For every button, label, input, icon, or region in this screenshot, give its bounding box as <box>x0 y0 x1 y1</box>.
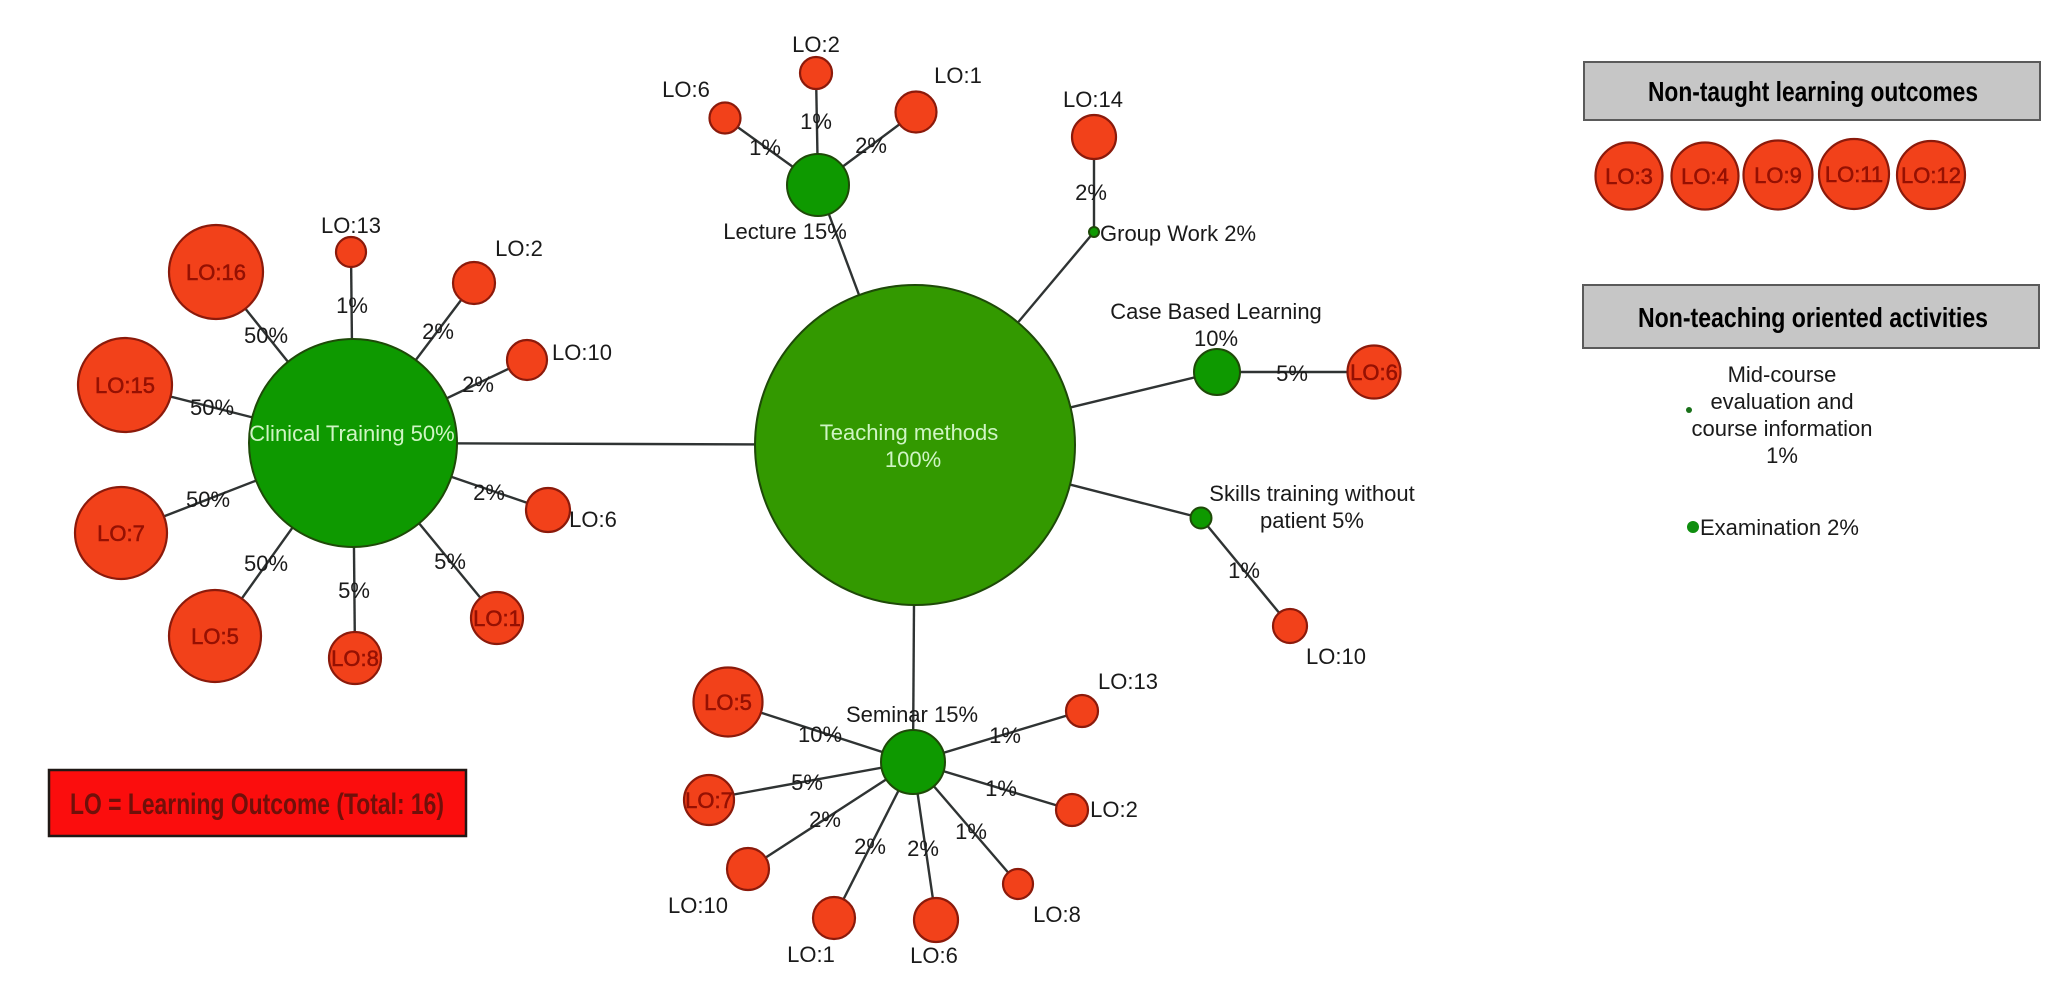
svg-text:5%: 5% <box>338 578 370 603</box>
svg-text:LO:2: LO:2 <box>495 236 543 261</box>
svg-text:LO:7: LO:7 <box>97 521 145 546</box>
svg-text:Case Based Learning: Case Based Learning <box>1110 299 1322 324</box>
svg-text:LO:15: LO:15 <box>95 373 155 398</box>
svg-text:LO:10: LO:10 <box>552 340 612 365</box>
svg-text:1%: 1% <box>985 776 1017 801</box>
svg-text:LO:6: LO:6 <box>1350 360 1398 385</box>
svg-text:LO:14: LO:14 <box>1063 87 1123 112</box>
svg-text:LO:8: LO:8 <box>331 646 379 671</box>
svg-text:LO:6: LO:6 <box>662 77 710 102</box>
svg-text:50%: 50% <box>190 395 234 420</box>
svg-text:LO:5: LO:5 <box>704 690 752 715</box>
svg-text:10%: 10% <box>1194 326 1238 351</box>
svg-text:50%: 50% <box>186 487 230 512</box>
svg-text:LO:4: LO:4 <box>1681 164 1729 189</box>
svg-text:LO:9: LO:9 <box>1754 163 1802 188</box>
svg-text:1%: 1% <box>1766 443 1798 468</box>
svg-text:5%: 5% <box>434 549 466 574</box>
svg-text:Mid-course: Mid-course <box>1728 362 1837 387</box>
svg-text:LO:12: LO:12 <box>1901 163 1961 188</box>
svg-text:50%: 50% <box>244 551 288 576</box>
svg-text:2%: 2% <box>422 319 454 344</box>
svg-text:1%: 1% <box>989 723 1021 748</box>
svg-text:Seminar 15%: Seminar 15% <box>846 702 978 727</box>
svg-text:LO:8: LO:8 <box>1033 902 1081 927</box>
svg-text:LO:13: LO:13 <box>1098 669 1158 694</box>
svg-text:LO:2: LO:2 <box>792 32 840 57</box>
svg-text:Non-taught learning outcomes: Non-taught learning outcomes <box>1648 76 1978 107</box>
svg-text:5%: 5% <box>1276 361 1308 386</box>
svg-text:LO:11: LO:11 <box>1825 162 1883 187</box>
svg-text:Non-teaching oriented activiti: Non-teaching oriented activities <box>1638 302 1988 333</box>
svg-text:50%: 50% <box>244 323 288 348</box>
svg-text:2%: 2% <box>907 836 939 861</box>
svg-text:1%: 1% <box>955 819 987 844</box>
svg-text:LO:16: LO:16 <box>186 260 246 285</box>
svg-text:Group Work 2%: Group Work 2% <box>1100 221 1256 246</box>
svg-text:course information: course information <box>1692 416 1873 441</box>
svg-text:1%: 1% <box>749 135 781 160</box>
svg-text:LO:7: LO:7 <box>685 788 733 813</box>
svg-text:LO:13: LO:13 <box>321 213 381 238</box>
svg-text:2%: 2% <box>1075 180 1107 205</box>
svg-text:2%: 2% <box>855 133 887 158</box>
svg-text:LO:3: LO:3 <box>1605 164 1653 189</box>
svg-text:Skills training without: Skills training without <box>1209 481 1414 506</box>
svg-text:LO:10: LO:10 <box>668 893 728 918</box>
svg-text:2%: 2% <box>473 480 505 505</box>
svg-text:LO:1: LO:1 <box>787 942 835 967</box>
svg-text:1%: 1% <box>336 293 368 318</box>
svg-text:Clinical Training 50%: Clinical Training 50% <box>249 421 454 446</box>
svg-text:2%: 2% <box>854 834 886 859</box>
svg-text:LO:2: LO:2 <box>1090 797 1138 822</box>
svg-text:2%: 2% <box>462 372 494 397</box>
svg-text:Lecture 15%: Lecture 15% <box>723 219 847 244</box>
svg-text:Teaching methods: Teaching methods <box>820 420 999 445</box>
svg-text:2%: 2% <box>809 807 841 832</box>
svg-text:1%: 1% <box>1228 558 1260 583</box>
svg-text:1%: 1% <box>800 109 832 134</box>
svg-text:LO:6: LO:6 <box>569 507 617 532</box>
svg-text:LO:1: LO:1 <box>473 606 521 631</box>
svg-text:10%: 10% <box>798 722 842 747</box>
svg-text:LO:6: LO:6 <box>910 943 958 968</box>
svg-text:patient 5%: patient 5% <box>1260 508 1364 533</box>
svg-text:LO = Learning Outcome (Total:: LO = Learning Outcome (Total: 16) <box>70 788 444 821</box>
svg-text:5%: 5% <box>791 770 823 795</box>
svg-text:100%: 100% <box>885 447 941 472</box>
svg-text:LO:1: LO:1 <box>934 63 982 88</box>
svg-text:LO:5: LO:5 <box>191 624 239 649</box>
svg-text:Examination 2%: Examination 2% <box>1700 515 1859 540</box>
svg-text:LO:10: LO:10 <box>1306 644 1366 669</box>
svg-text:evaluation and: evaluation and <box>1710 389 1853 414</box>
